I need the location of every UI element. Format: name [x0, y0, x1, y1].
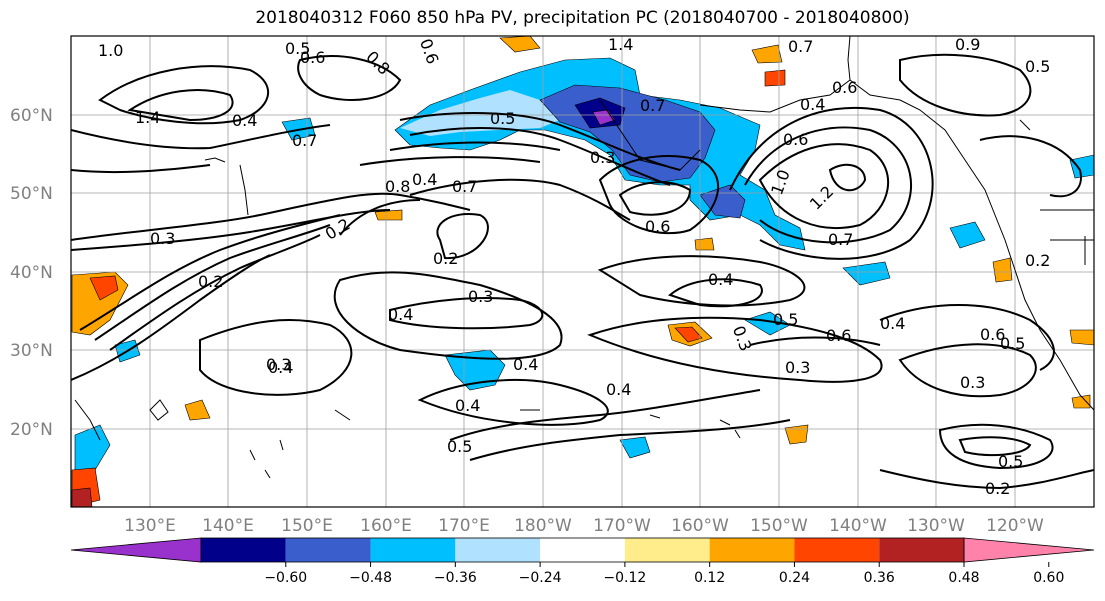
lon-label: 170°W — [593, 516, 651, 536]
lat-label: 50°N — [10, 184, 53, 204]
colorbar-tick-label: −0.48 — [349, 570, 392, 586]
colorbar-tick-label: −0.24 — [519, 570, 562, 586]
colorbar-segment — [794, 538, 880, 562]
contour-label: 0.9 — [955, 35, 980, 54]
pv-contours — [71, 53, 1094, 490]
longitude-labels: 130°E 140°E 150°E 160°E 170°E 180°W 170°… — [124, 516, 1044, 536]
map-frame — [70, 35, 1095, 508]
lat-label: 20°N — [10, 420, 53, 440]
lon-label: 130°E — [124, 516, 176, 536]
colorbar-tick-label: 0.60 — [1033, 570, 1064, 586]
contour-label: 0.7 — [788, 37, 813, 56]
lon-label: 150°E — [281, 516, 333, 536]
contour-label: 0.3 — [266, 355, 291, 374]
colorbar-segment — [963, 537, 1095, 563]
map-title: 2018040312 F060 850 hPa PV, precipitatio… — [255, 8, 910, 28]
contour-label: 0.6 — [980, 325, 1005, 344]
colorbar-tick-label: −0.60 — [264, 570, 307, 586]
contour-label: 0.4 — [268, 358, 293, 377]
map-plot-area: 1.0 0.5 0.6 0.6 0.8 1.4 0.7 0.9 0.5 0.4 … — [71, 35, 1094, 507]
contour-label: 0.4 — [606, 380, 631, 399]
contour-label: 0.7 — [292, 131, 317, 150]
colorbar-frame — [200, 537, 965, 563]
contour-label: 0.8 — [385, 177, 410, 196]
colorbar-tick-label: −0.36 — [434, 570, 477, 586]
colorbar-tick-label: 0.48 — [948, 570, 979, 586]
colorbar-segment — [879, 538, 964, 562]
contour-label: 0.3 — [960, 373, 985, 392]
lon-label: 160°W — [671, 516, 729, 536]
contour-label: 0.4 — [388, 305, 413, 324]
contour-label: 0.2 — [1025, 251, 1050, 270]
contour-label: 0.3 — [590, 148, 615, 167]
lon-label: 120°W — [986, 516, 1044, 536]
contour-label: 0.5 — [490, 109, 515, 128]
colorbar-tick-label: 0.24 — [779, 570, 810, 586]
contour-label: 0.2 — [985, 479, 1010, 498]
contour-label: 0.5 — [285, 39, 310, 58]
contour-label: 0.4 — [800, 95, 825, 114]
contour-label: 0.7 — [640, 96, 665, 115]
lon-label: 140°W — [829, 516, 887, 536]
contour-label: 0.6 — [832, 78, 857, 97]
pv-contours-thin — [149, 119, 1031, 421]
lat-label: 30°N — [10, 341, 53, 361]
colorbar-segment — [709, 538, 795, 562]
colorbar-segment — [455, 538, 541, 562]
contour-label: 0.5 — [773, 310, 798, 329]
contour-label: 0.5 — [1000, 334, 1025, 353]
colorbar-segment — [285, 538, 371, 562]
lat-label: 40°N — [10, 263, 53, 283]
colorbar-segment — [540, 538, 625, 562]
contour-label: 0.4 — [513, 355, 538, 374]
contour-label: 0.2 — [198, 272, 223, 291]
latitude-labels: 60°N 50°N 40°N 30°N 20°N — [10, 106, 53, 440]
lon-label: 140°E — [202, 516, 254, 536]
colorbar-segment — [201, 538, 286, 562]
colorbar-segment — [624, 538, 710, 562]
contour-label: 0.6 — [826, 326, 851, 345]
lon-label: 130°W — [907, 516, 965, 536]
colorbar-tick-label: 0.36 — [864, 570, 895, 586]
lat-label: 60°N — [10, 106, 53, 126]
contour-label: 0.7 — [828, 230, 853, 249]
contour-label: 0.5 — [447, 437, 472, 456]
colorbar-tick-label: −0.12 — [603, 570, 646, 586]
lon-label: 170°E — [438, 516, 490, 536]
contour-label: 0.2 — [433, 249, 458, 268]
contour-label: 0.4 — [412, 170, 437, 189]
contour-label: 0.4 — [708, 270, 733, 289]
colorbar-segment — [370, 538, 456, 562]
contour-label: 0.6 — [645, 217, 670, 236]
contour-label: 1.4 — [608, 35, 633, 54]
contour-label: 0.6 — [300, 48, 325, 67]
colorbar: −0.60 −0.48 −0.36 −0.24 −0.12 0.12 0.24 0.36 0.4… — [70, 537, 1095, 586]
contour-label: 0.5 — [1025, 57, 1050, 76]
contour-label: 0.6 — [783, 130, 808, 149]
lon-label: 180°W — [514, 516, 572, 536]
contour-label: 0.3 — [150, 229, 175, 248]
contour-label: 1.4 — [135, 108, 160, 127]
contour-label: 1.0 — [98, 41, 123, 60]
contour-label: 0.5 — [998, 452, 1023, 471]
contour-labels: 1.0 0.5 0.6 0.6 0.8 1.4 0.7 0.9 0.5 0.4 … — [98, 35, 1050, 498]
contour-label: 0.7 — [452, 177, 477, 196]
contour-label: 0.3 — [785, 358, 810, 377]
graticule — [71, 36, 1094, 507]
contour-label: 0.4 — [455, 396, 480, 415]
lon-label: 160°E — [360, 516, 412, 536]
contour-label: 0.3 — [468, 287, 493, 306]
contour-label: 0.4 — [232, 111, 257, 130]
colorbar-segment — [70, 537, 202, 563]
colorbar-tick-label: 0.12 — [694, 570, 725, 586]
contour-label: 0.4 — [880, 314, 905, 333]
lon-label: 150°W — [750, 516, 808, 536]
